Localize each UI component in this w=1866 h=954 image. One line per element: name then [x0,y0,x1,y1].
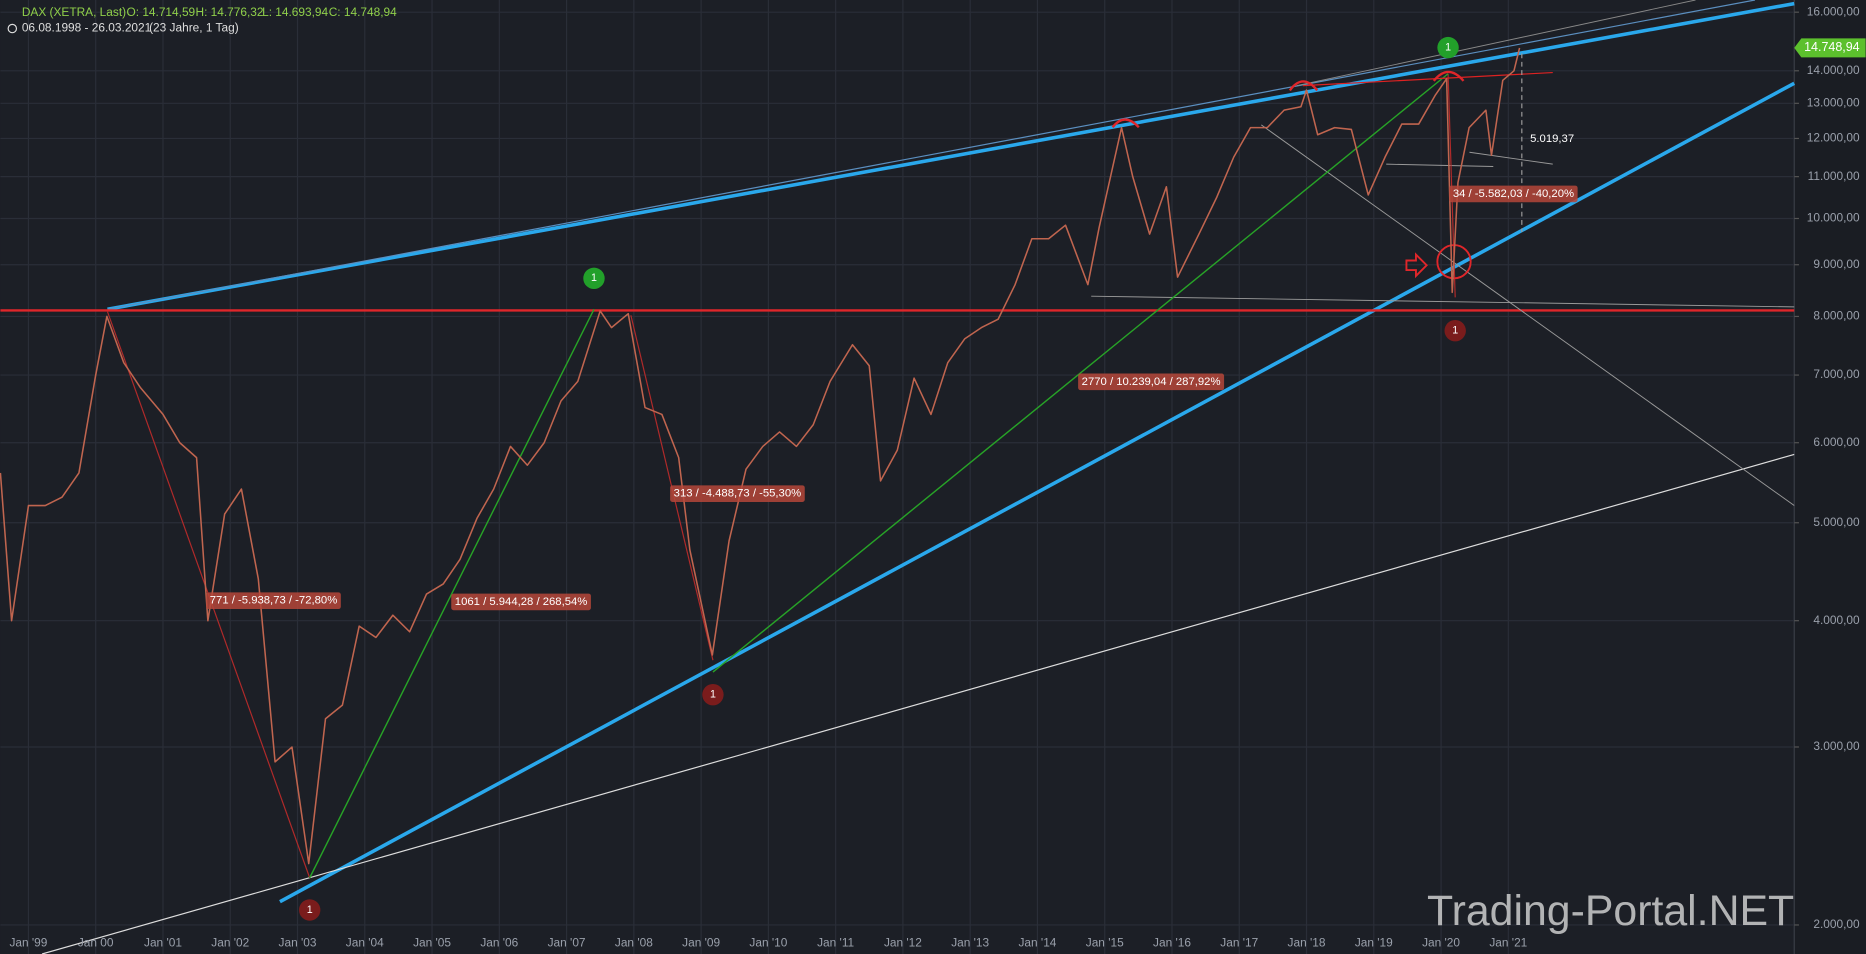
x-tick-label: Jan '02 [211,935,249,949]
x-tick-label: Jan '11 [817,935,854,949]
y-tick-label: 5.000,00 [1813,515,1860,529]
marker-circle [1437,36,1459,59]
measure-label: 5.019,37 [1530,133,1574,145]
x-tick-label: Jan 00 [78,935,114,949]
y-tick-label: 7.000,00 [1813,367,1860,381]
marker-label: 1 [710,689,716,701]
trend-line [1469,151,1553,165]
measure-line [712,73,1449,673]
open: O: 14.714,59 [127,5,196,19]
trend-line [1091,295,1795,308]
y-tick-label: 9.000,00 [1813,257,1860,271]
x-tick-label: Jan '05 [413,935,451,949]
date-span: (23 Jahre, 1 Tag) [149,21,239,35]
y-tick-label: 13.000,00 [1807,95,1860,109]
y-tick-label: 4.000,00 [1813,613,1860,627]
y-tick-label: 14.000,00 [1807,63,1860,77]
x-tick-label: Jan '06 [480,935,518,949]
y-tick-label: 8.000,00 [1813,309,1860,323]
y-tick-label: 10.000,00 [1807,211,1860,225]
x-tick-label: Jan '16 [1153,935,1191,949]
marker-circle [298,899,321,921]
x-tick-label: Jan '03 [279,935,317,949]
x-tick-label: Jan '01 [144,935,182,949]
x-tick-label: Jan '07 [548,935,586,949]
last-price-tag [1794,38,1866,58]
marker-label: 1 [1452,325,1458,337]
measure-label: 34 / -5.582,03 / -40,20% [1453,188,1574,200]
trend-line [107,0,1756,310]
x-tick-label: Jan '20 [1422,935,1460,949]
close: C: 14.748,94 [329,5,397,19]
y-tick-label: 12.000,00 [1807,131,1860,145]
marker-label: 1 [1445,41,1451,53]
high: H: 14.776,32 [195,5,263,19]
trend-line [279,81,1796,904]
x-tick-label: Jan '18 [1288,935,1326,949]
x-tick-label: Jan '04 [346,935,384,949]
trend-line [41,453,1795,954]
measure-label-box [670,485,805,502]
y-tick-label: 6.000,00 [1813,435,1860,449]
arrow [1405,252,1428,279]
measure-label-box [451,593,591,611]
trend-line [1386,163,1494,168]
price-line [0,47,1521,865]
x-tick-label: Jan '09 [682,935,720,949]
x-tick-label: Jan '08 [615,935,653,949]
drawings [0,0,1796,954]
trend-line [107,1,1795,312]
top-arc [1111,118,1140,129]
labels: 2.000,00 3.000,00 4.000,00 5.000,00 6.000,00… [9,4,1866,949]
x-tick-label: Jan '14 [1018,935,1056,949]
measure-label-box [206,592,341,610]
top-arc [1288,80,1319,92]
x-tick-label: Jan '99 [9,935,47,949]
measure-label: 2770 / 10.239,04 / 287,92% [1082,376,1221,388]
trend-line [1296,0,1696,87]
marker-circle [1444,319,1466,342]
y-tick-label: 16.000,00 [1807,4,1860,18]
x-tick-label: Jan '19 [1355,935,1393,949]
measure-label-box [1449,185,1578,203]
top-arc [1432,70,1465,82]
marker-circle [702,683,724,706]
x-tick-label: Jan '12 [884,935,922,949]
grid [0,0,1795,954]
x-tick-label: Jan '15 [1086,935,1124,949]
price-layer [0,47,1521,865]
measure-label: 313 / -4.488,73 / -55,30% [674,488,802,500]
watermark: Trading-Portal.NET [1427,887,1794,935]
trend-line [1302,71,1553,87]
trend-line [1261,124,1795,506]
measure-label-box [1078,373,1225,391]
price-axis-panel [1794,0,1866,954]
measure-line [309,308,595,879]
marker-label: 1 [591,272,597,284]
x-tick-label: Jan '21 [1489,935,1527,949]
x-tick-label: Jan '10 [749,935,787,949]
marker-circle [583,267,605,290]
date-range: 06.08.1998 - 26.03.2021 [22,21,152,35]
measure-label: 1061 / 5.944,28 / 268,54% [455,596,588,608]
y-tick-label: 2.000,00 [1813,917,1860,931]
x-tick-label: Jan '17 [1220,935,1258,949]
x-tick-label: Jan '13 [951,935,989,949]
y-tick-label: 3.000,00 [1813,739,1860,753]
measure-label: 771 / -5.938,73 / -72,80% [210,595,338,607]
symbol: DAX (XETRA, Last) [22,5,126,19]
marker-label: 1 [307,904,313,916]
y-tick-label: 11.000,00 [1808,169,1860,183]
last-price-label: 14.748,94 [1804,40,1860,54]
low: L: 14.693,94 [262,5,328,19]
clock-icon [7,23,18,34]
